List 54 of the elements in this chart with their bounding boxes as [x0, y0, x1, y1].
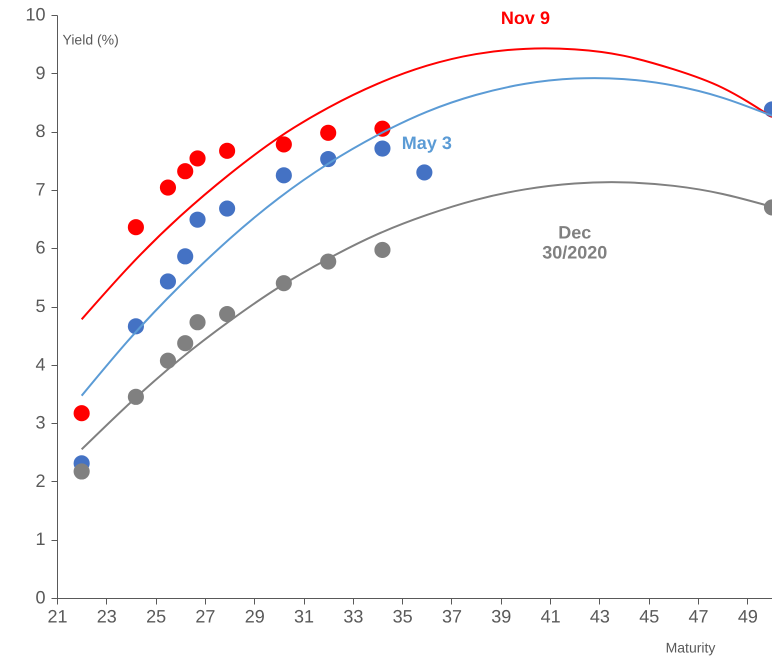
point [128, 219, 144, 236]
series-label: Nov 9 [500, 8, 550, 28]
x-tick-label: 29 [244, 606, 265, 626]
point [160, 273, 176, 290]
y-tick-label: 6 [35, 238, 46, 258]
point [177, 335, 194, 352]
y-tick-label: 2 [35, 470, 46, 491]
point [74, 405, 90, 422]
point [374, 242, 391, 258]
point [416, 164, 432, 180]
series-label: May 3 [402, 132, 452, 153]
x-tick-label: 23 [96, 606, 117, 626]
y-tick-label: 3 [35, 412, 46, 433]
y-tick-label: 5 [35, 296, 46, 316]
x-tick-label: 35 [392, 606, 413, 626]
y-tick-label: 4 [35, 354, 46, 374]
point [189, 212, 206, 228]
x-tick-label: 49 [738, 606, 758, 626]
x-tick-label: 21 [47, 606, 68, 626]
x-tick-label: 43 [590, 606, 610, 626]
point [160, 180, 176, 196]
point [74, 463, 90, 480]
point [219, 200, 236, 217]
y-tick-label: 10 [25, 4, 46, 24]
point [219, 142, 236, 159]
y-tick-label: 0 [35, 588, 46, 608]
point [177, 248, 194, 264]
point [219, 306, 236, 322]
line-series [80, 47, 772, 320]
point [160, 352, 176, 369]
series-label: Dec 30/2020 [542, 222, 608, 262]
x-tick-label: 47 [688, 606, 709, 626]
y-tick-label: 7 [35, 179, 46, 200]
point [276, 167, 292, 184]
point [276, 136, 292, 152]
point [320, 124, 336, 141]
point [189, 150, 206, 166]
x-tick-label: 41 [540, 606, 561, 626]
x-tick-label: 27 [195, 606, 216, 626]
point [374, 140, 391, 157]
x-tick-label: 31 [294, 606, 314, 626]
x-tick-label: 37 [442, 606, 462, 626]
x-tick-label: 45 [639, 606, 660, 626]
point [189, 314, 206, 330]
x-tick-label: 25 [146, 606, 166, 626]
y-tick-label: 1 [35, 529, 46, 550]
y-tick-label: 9 [35, 62, 46, 83]
x-tick-label: 33 [343, 606, 364, 626]
point [177, 163, 194, 180]
y-tick-label: 8 [35, 121, 46, 142]
line-series [80, 77, 772, 397]
x-tick-label: 39 [491, 606, 512, 626]
y-axis-title: Yield (%) [62, 32, 119, 48]
x-axis-title: Maturity [666, 640, 716, 656]
